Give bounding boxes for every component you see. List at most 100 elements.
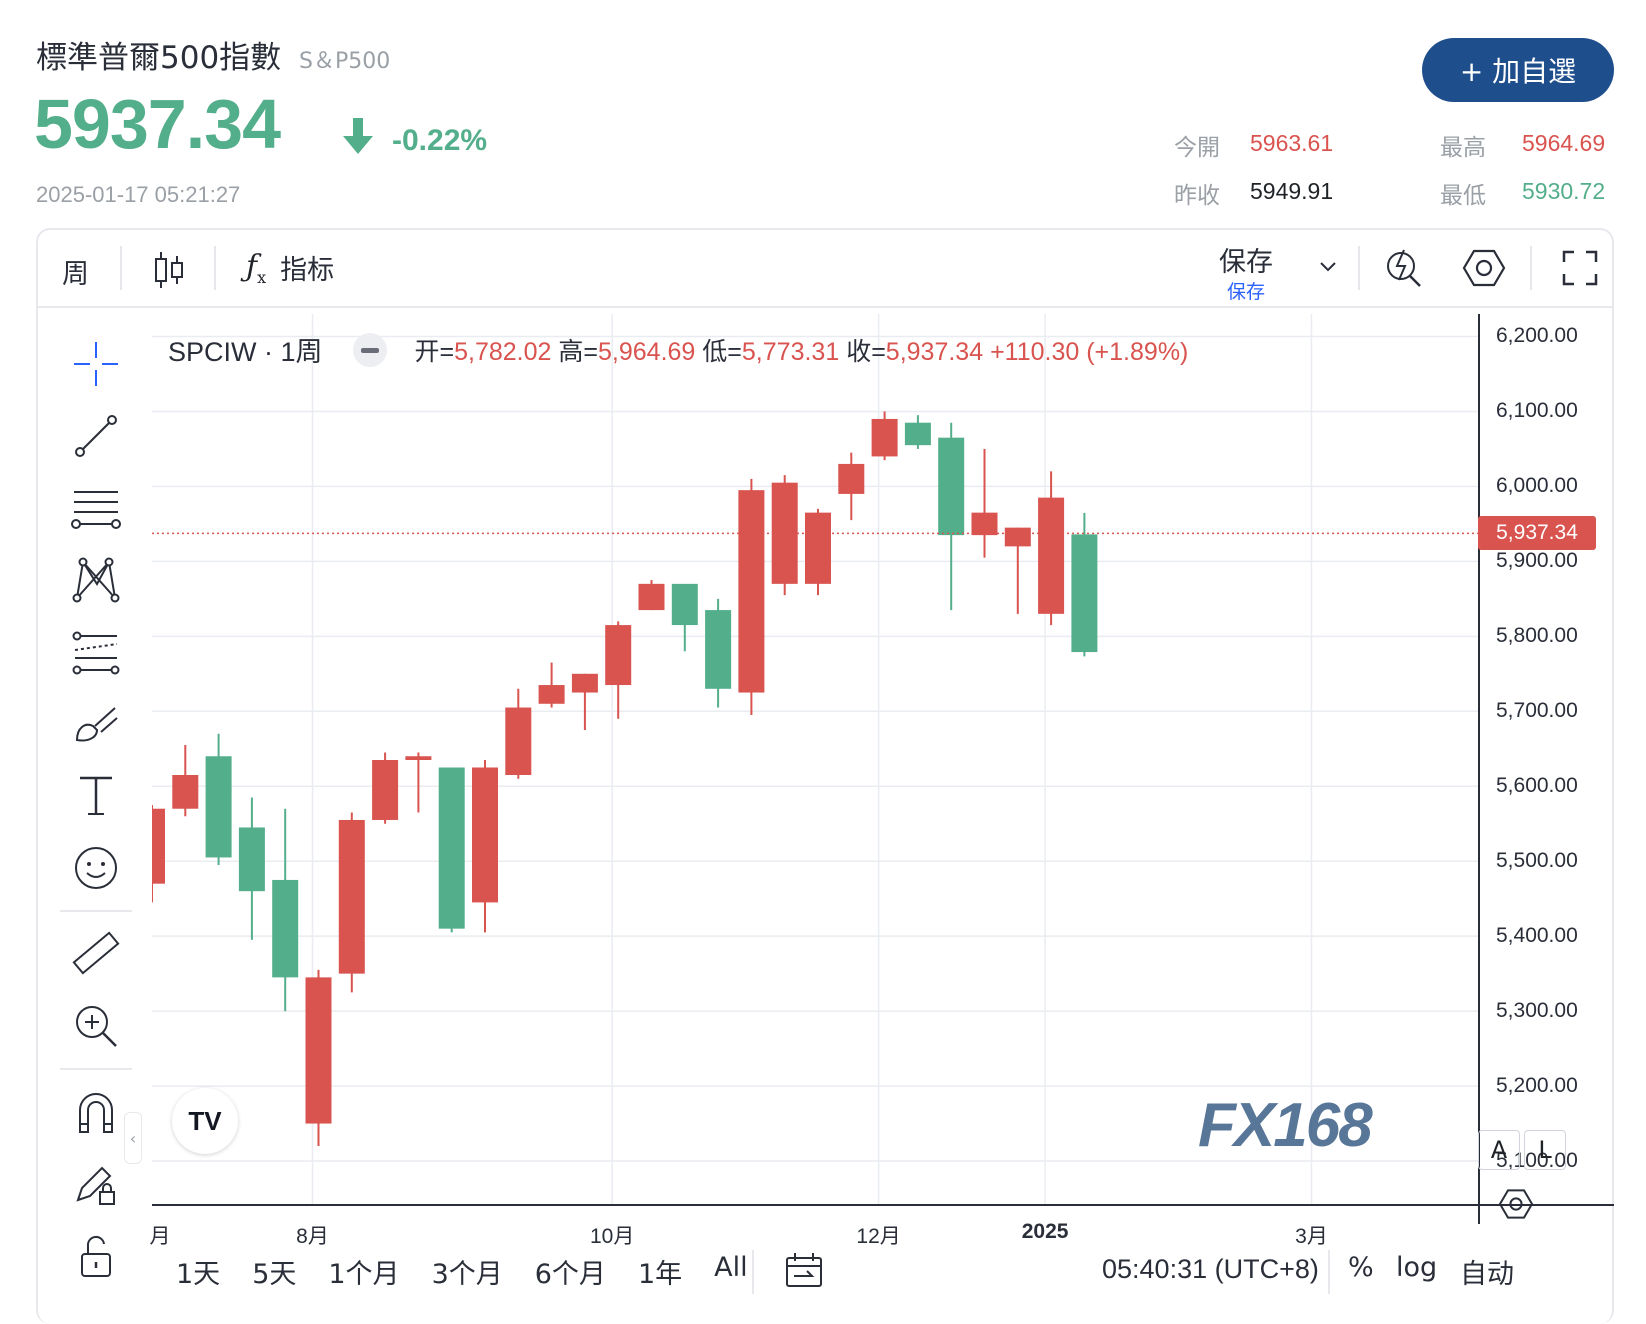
axis-settings-icon[interactable] [1498, 1188, 1534, 1220]
candle-body [904, 422, 931, 446]
range-button[interactable]: 6个月 [534, 1259, 606, 1290]
fib-tool[interactable] [66, 478, 126, 538]
drawing-toolbar [60, 334, 132, 1286]
y-tick-label: 5,400.00 [1496, 924, 1578, 948]
legend-close: 5,937.34 [885, 337, 984, 366]
candle-body [1071, 534, 1098, 653]
log-toggle[interactable]: log [1396, 1252, 1438, 1283]
toolbar-divider [752, 1250, 754, 1294]
candle-body [505, 707, 532, 775]
candle-body [805, 512, 831, 584]
range-button[interactable]: 3个月 [431, 1259, 503, 1290]
candle-body [738, 490, 765, 693]
toolbar-divider [1328, 1250, 1330, 1294]
save-label: 保存 [1219, 247, 1273, 278]
add-to-watchlist-button[interactable]: + 加自選 [1422, 38, 1614, 102]
candle-body [938, 437, 965, 536]
x-tick-label: 10月 [590, 1225, 635, 1248]
candle-body [638, 583, 665, 611]
candle-body [871, 418, 898, 457]
candle-body [671, 583, 698, 626]
log-scale-button[interactable]: L [1524, 1130, 1566, 1170]
zoom-in-icon [76, 1006, 117, 1047]
alert-icon[interactable] [1384, 246, 1424, 288]
low-value: 5930.72 [1522, 178, 1606, 204]
candle-body [305, 977, 332, 1124]
y-tick-label: 5,800.00 [1496, 624, 1578, 648]
magnet-tool[interactable] [66, 1082, 126, 1142]
crosshair-tool[interactable] [66, 334, 126, 394]
pattern-tool[interactable] [66, 550, 126, 610]
projection-icon [72, 631, 120, 675]
y-tick-label: 5,200.00 [1496, 1074, 1578, 1098]
tool-divider [60, 1068, 132, 1070]
range-button[interactable]: 5天 [252, 1259, 297, 1290]
crosshair-icon [74, 342, 118, 386]
text-tool[interactable] [66, 766, 126, 826]
range-button[interactable]: All [714, 1252, 748, 1283]
trendline-icon [75, 415, 117, 457]
text-icon [80, 776, 112, 815]
prev-close-label: 昨收 [1174, 183, 1220, 209]
price-axis-border [1478, 314, 1480, 1224]
prev-close-value: 5949.91 [1250, 178, 1334, 204]
indicators-button[interactable]: ƒx 指标 [246, 248, 334, 287]
bottom-toolbar: 1天 5天 1个月 3个月 6个月 1年 All 05:40:31 (UTC+8) % lo… [38, 1232, 1612, 1308]
candle-body [571, 673, 598, 693]
legend-low-label: 低= [702, 337, 742, 366]
magnet-icon [79, 1093, 113, 1133]
chart-widget [36, 228, 1614, 1324]
price-chart[interactable] [152, 314, 1478, 1206]
lock-drawing-tool[interactable] [66, 1154, 126, 1214]
emoji-tool[interactable] [66, 838, 126, 898]
last-price-badge: 5,937.34 [1478, 516, 1596, 551]
y-tick-label: 5,300.00 [1496, 999, 1578, 1023]
change-percent: -0.22% [392, 124, 488, 157]
candle-body [372, 760, 399, 820]
legend-collapse-icon[interactable] [352, 332, 387, 367]
range-button[interactable]: 1年 [637, 1259, 683, 1290]
chevron-down-icon[interactable] [1318, 260, 1338, 274]
collapse-toolbar-handle[interactable]: ‹ [124, 1112, 142, 1164]
projection-tool[interactable] [66, 622, 126, 682]
legend-symbol[interactable]: SPCIW · 1周 [168, 337, 323, 367]
tradingview-logo[interactable]: TV [172, 1088, 238, 1154]
unlock-tool[interactable] [66, 1226, 126, 1286]
trendline-tool[interactable] [66, 406, 126, 466]
brush-tool[interactable] [66, 694, 126, 754]
y-tick-label: 6,200.00 [1496, 324, 1578, 348]
save-sublabel: 保存 [1226, 281, 1265, 303]
fullscreen-icon[interactable] [1562, 250, 1598, 286]
candles-icon[interactable] [152, 250, 186, 290]
legend-ohlc: 开=5,782.02 高=5,964.69 低=5,773.31 收=5,937… [415, 332, 1189, 368]
auto-scale-button[interactable]: A [1478, 1130, 1520, 1170]
auto-toggle[interactable]: 自动 [1460, 1259, 1514, 1290]
range-button[interactable]: 1天 [176, 1259, 221, 1290]
zoom-tool[interactable] [66, 996, 126, 1056]
y-tick-label: 6,000.00 [1496, 474, 1578, 498]
ticker-label: S＆P500 [299, 49, 391, 74]
down-arrow-icon [343, 118, 373, 154]
chart-clock[interactable]: 05:40:31 (UTC+8) [1102, 1254, 1319, 1284]
range-button[interactable]: 1个月 [328, 1259, 400, 1290]
current-price: 5937.34 [34, 85, 281, 163]
legend-open-label: 开= [414, 337, 455, 366]
interval-selector[interactable]: 周 [62, 259, 89, 290]
date-range-icon[interactable] [784, 1250, 824, 1290]
pencil-lock-icon [76, 1166, 115, 1205]
candle-body [238, 827, 265, 892]
ruler-tool[interactable] [66, 924, 126, 984]
y-tick-label: 6,100.00 [1496, 399, 1578, 423]
price-axis[interactable]: 6,200.00 6,100.00 6,000.00 5,900.00 5,800.00… [1478, 314, 1614, 1206]
candle-body [538, 685, 565, 704]
settings-icon[interactable] [1462, 248, 1506, 288]
save-button[interactable]: 保存 保存 [1210, 240, 1282, 304]
candle-body [172, 774, 199, 809]
legend-open: 5,782.02 [454, 337, 552, 366]
high-value: 5964.69 [1522, 130, 1606, 156]
percent-toggle[interactable]: % [1348, 1252, 1374, 1283]
x-tick-label: 12月 [856, 1225, 901, 1248]
candle-body [605, 625, 632, 686]
candle-body [405, 756, 432, 760]
x-tick-label: 8月 [296, 1225, 329, 1248]
